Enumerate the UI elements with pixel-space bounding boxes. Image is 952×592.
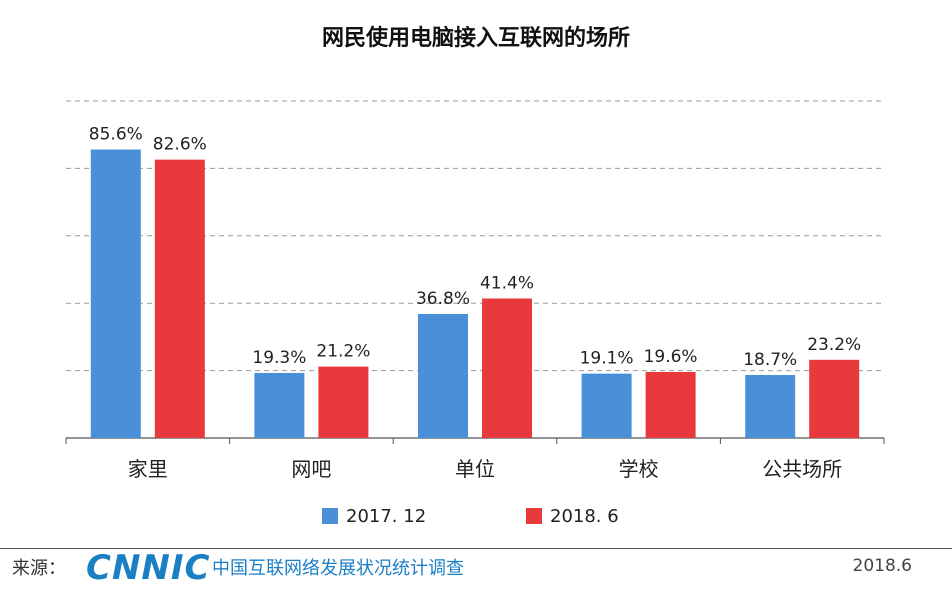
cnnic-logo: CNNIC bbox=[86, 548, 211, 588]
legend-swatch bbox=[322, 508, 338, 524]
footer-divider bbox=[0, 548, 952, 549]
category-label: 单位 bbox=[455, 457, 495, 481]
data-label: 19.1% bbox=[580, 349, 634, 369]
report-date: 2018.6 bbox=[852, 556, 912, 576]
bar-series2 bbox=[482, 298, 532, 438]
source-label: 来源： bbox=[12, 558, 66, 579]
data-label: 21.2% bbox=[316, 342, 370, 362]
bar-series1 bbox=[90, 149, 141, 438]
bar-series1 bbox=[418, 313, 468, 438]
chart-title: 网民使用电脑接入互联网的场所 bbox=[321, 26, 630, 51]
data-label: 19.6% bbox=[644, 347, 698, 367]
data-label: 82.6% bbox=[153, 135, 207, 155]
bar-series1 bbox=[581, 373, 632, 438]
category-label: 家里 bbox=[128, 457, 168, 481]
org-name: 中国互联网络发展状况统计调查 bbox=[212, 558, 464, 579]
data-label: 23.2% bbox=[807, 335, 861, 355]
legend-swatch bbox=[526, 508, 542, 524]
legend-label: 2017. 12 bbox=[346, 506, 426, 527]
data-label: 41.4% bbox=[480, 273, 534, 293]
bar-series2 bbox=[318, 366, 369, 438]
data-label: 19.3% bbox=[252, 348, 306, 368]
category-label: 公共场所 bbox=[762, 457, 842, 481]
data-label: 36.8% bbox=[416, 289, 470, 309]
bar-series2 bbox=[154, 159, 205, 438]
bar-series2 bbox=[645, 371, 696, 438]
data-label: 85.6% bbox=[89, 125, 143, 145]
data-label: 18.7% bbox=[743, 350, 797, 370]
category-label: 网吧 bbox=[291, 457, 331, 481]
bar-chart: 85.6% 82.6% 家里 19.3% 21.2% 网吧 36.8% 41.4% 单位 19.1… bbox=[65, 100, 885, 527]
bar-series2 bbox=[809, 359, 860, 438]
bar-series1 bbox=[254, 372, 305, 438]
legend-label: 2018. 6 bbox=[550, 506, 619, 527]
category-label: 学校 bbox=[619, 457, 659, 481]
bar-series1 bbox=[745, 374, 796, 438]
